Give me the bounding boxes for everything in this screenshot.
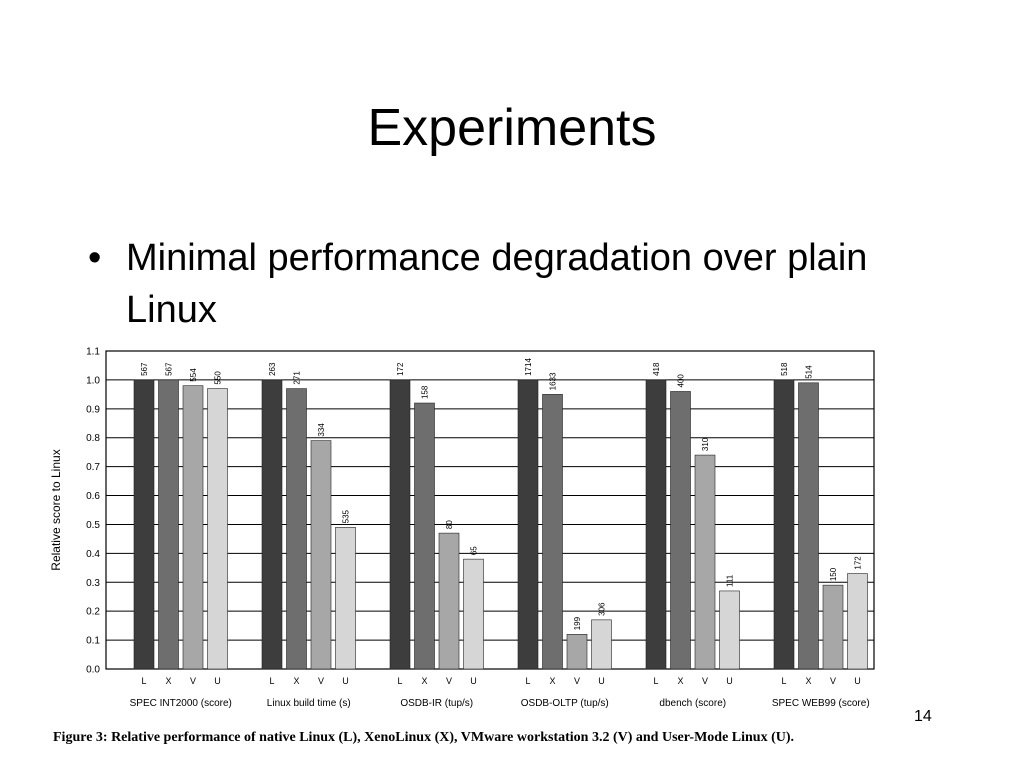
y-axis-label: Relative score to Linux [49,449,63,570]
bar [773,379,795,670]
category-label: SPEC WEB99 (score) [772,698,870,709]
plot-frame [105,350,875,670]
bar-data-label: 158 [421,385,430,399]
series-letter: X [677,676,683,686]
bar-data-label: 334 [317,423,326,437]
bar [566,634,588,670]
bar-data-label: 550 [214,371,223,385]
series-letter: V [702,676,708,686]
category-label: dbench (score) [659,698,726,709]
bar [310,440,332,670]
y-tick-label: 0.6 [86,491,100,502]
bar [670,391,691,670]
y-tick-label: 0.3 [86,578,100,589]
bar [822,584,844,670]
bar [591,619,612,670]
y-tick-label: 0.7 [86,462,100,473]
bar-data-label: 172 [854,556,863,570]
series-letter: U [342,676,349,686]
bar-data-label: 80 [445,520,454,529]
bar-data-label: 65 [470,546,479,555]
slide-title: Experiments [367,99,657,157]
bar-data-label: 199 [573,616,582,630]
bar-data-label: 418 [652,362,661,376]
bar [719,590,740,670]
bar-data-label: 514 [805,365,814,379]
series-letter: U [598,676,605,686]
y-tick-label: 0.2 [86,607,100,618]
bar [207,388,228,670]
category-label: OSDB-OLTP (tup/s) [521,698,609,709]
y-tick-label: 1.1 [86,347,100,358]
series-letter: U [854,676,861,686]
series-letter: U [470,676,477,686]
y-tick-label: 0.0 [86,665,100,676]
series-letter: X [165,676,171,686]
bar [261,379,283,670]
bar-data-label: 263 [268,362,277,376]
bar-data-label: 310 [701,437,710,451]
bar-data-label: 567 [140,362,149,376]
bar-data-label: 554 [189,368,198,382]
figure-caption: Figure 3: Relative performance of native… [53,730,795,745]
bar [694,454,716,670]
series-letter: L [141,676,146,686]
series-letter: L [525,676,530,686]
series-letter: V [446,676,452,686]
bar [286,388,307,670]
series-letter: U [726,676,733,686]
y-tick-label: 0.4 [86,549,100,560]
series-letter: X [549,676,555,686]
y-tick-label: 0.9 [86,404,100,415]
bar [542,394,563,670]
bar [847,573,868,670]
bar [517,379,539,670]
bar-data-label: 400 [677,374,686,388]
bar [463,558,484,670]
bar [389,379,411,670]
series-letter: V [318,676,324,686]
bullet-text: Minimal performance degradation over pla… [126,237,868,331]
series-letter: X [421,676,427,686]
series-letter: V [574,676,580,686]
category-label: Linux build time (s) [267,698,351,709]
bar-data-label: 1714 [524,358,533,376]
y-tick-label: 1.0 [86,375,100,386]
series-letter: L [397,676,402,686]
series-letter: V [190,676,196,686]
series-letter: L [269,676,274,686]
category-label: SPEC INT2000 (score) [130,698,232,709]
series-letter: X [805,676,811,686]
series-letter: U [214,676,221,686]
bar-data-label: 567 [165,362,174,376]
page-number: 14 [914,708,932,725]
series-letter: L [781,676,786,686]
category-label: OSDB-IR (tup/s) [400,698,473,709]
bar [182,385,204,670]
bar-data-label: 535 [342,509,351,523]
bar-data-label: 518 [780,362,789,376]
bar [438,532,460,670]
bar [158,379,179,670]
y-tick-label: 0.1 [86,636,100,647]
series-letter: V [830,676,836,686]
y-tick-label: 0.8 [86,433,100,444]
bar [133,379,155,670]
series-letter: X [293,676,299,686]
bar [798,382,819,670]
y-tick-label: 0.5 [86,520,100,531]
bar-data-label: 172 [396,362,405,376]
bar-data-label: 306 [598,602,607,616]
series-letter: L [653,676,658,686]
bar [335,527,356,670]
bar-data-label: 150 [829,567,838,581]
bullet-dot-icon: • [88,237,102,279]
bar [645,379,667,670]
bar-data-label: 1633 [549,372,558,390]
bar-data-label: 111 [726,574,735,587]
bar-data-label: 271 [293,371,302,385]
bar [414,402,435,670]
